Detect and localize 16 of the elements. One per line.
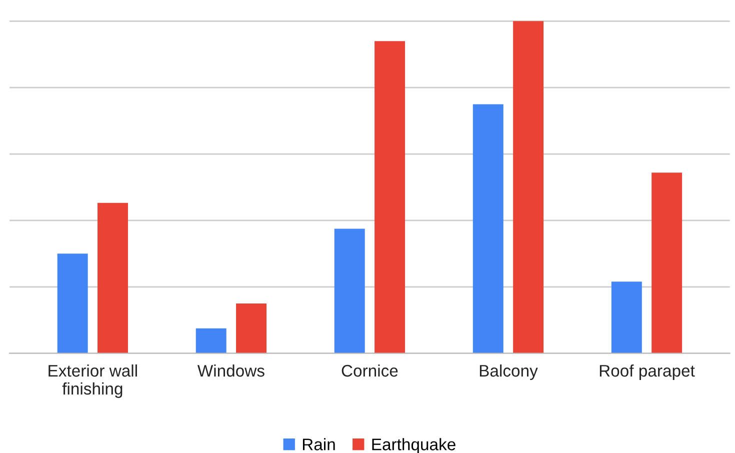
x-tick-label: Cornice bbox=[342, 364, 398, 377]
bar bbox=[98, 202, 128, 354]
legend-label: Rain bbox=[302, 438, 335, 450]
bar bbox=[334, 228, 365, 354]
x-tick-label: Roof parapet bbox=[600, 364, 695, 380]
bar bbox=[513, 21, 544, 354]
bar bbox=[196, 328, 226, 354]
x-tick-label: Exterior wall finishing bbox=[48, 364, 137, 398]
bar bbox=[57, 254, 88, 354]
bar bbox=[374, 41, 406, 354]
x-tick-label: Windows bbox=[197, 364, 264, 377]
bar bbox=[472, 104, 504, 354]
bar bbox=[236, 304, 267, 354]
bar bbox=[652, 172, 682, 354]
bar bbox=[611, 282, 642, 354]
x-tick-label: Balcony bbox=[480, 364, 538, 380]
